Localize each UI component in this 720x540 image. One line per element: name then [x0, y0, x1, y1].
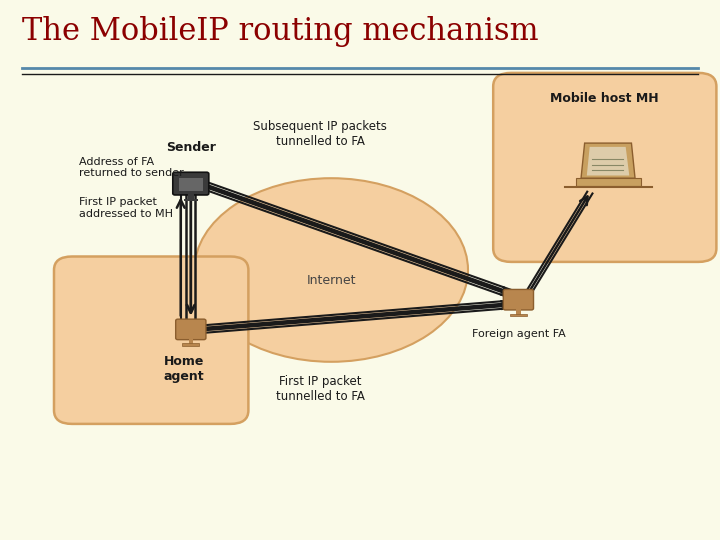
- FancyBboxPatch shape: [503, 289, 534, 310]
- Bar: [510, 314, 527, 316]
- Text: First IP packet
addressed to MH: First IP packet addressed to MH: [79, 197, 174, 219]
- Polygon shape: [581, 143, 635, 178]
- Text: Mobile host MH: Mobile host MH: [551, 92, 659, 105]
- Text: Foreign agent FA: Foreign agent FA: [472, 329, 565, 340]
- Polygon shape: [587, 147, 629, 176]
- Text: Sender: Sender: [166, 141, 216, 154]
- Text: Subsequent IP packets
tunnelled to FA: Subsequent IP packets tunnelled to FA: [253, 120, 387, 148]
- Bar: [179, 178, 203, 191]
- Text: Home
agent: Home agent: [163, 355, 204, 383]
- FancyBboxPatch shape: [173, 172, 209, 195]
- Text: Internet: Internet: [307, 274, 356, 287]
- FancyBboxPatch shape: [54, 256, 248, 424]
- Bar: [184, 199, 198, 201]
- Bar: [576, 178, 641, 186]
- FancyBboxPatch shape: [176, 319, 206, 340]
- FancyBboxPatch shape: [493, 73, 716, 262]
- Bar: [188, 193, 194, 200]
- Text: The MobileIP routing mechanism: The MobileIP routing mechanism: [22, 16, 539, 47]
- Bar: [516, 308, 521, 315]
- Text: First IP packet
tunnelled to FA: First IP packet tunnelled to FA: [276, 375, 365, 403]
- Ellipse shape: [194, 178, 468, 362]
- Bar: [182, 343, 199, 346]
- Text: Address of FA
returned to sender: Address of FA returned to sender: [79, 157, 184, 178]
- Bar: [189, 338, 193, 345]
